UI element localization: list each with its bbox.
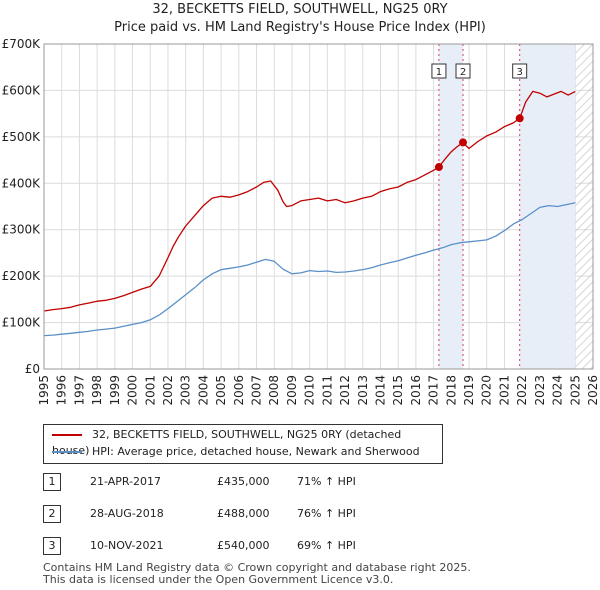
y-tick-label: £100K (2, 316, 42, 330)
legend: 32, BECKETTS FIELD, SOUTHWELL, NG25 0RY … (43, 424, 443, 464)
sale-marker-label: 1 (436, 67, 442, 78)
x-tick-label: 2005 (214, 375, 228, 406)
sale-number-badge: 2 (43, 505, 61, 523)
forecast-hatch (575, 44, 593, 369)
x-tick-label: 2009 (285, 375, 299, 406)
y-tick-label: £200K (2, 269, 42, 283)
property-price-line (43, 90, 576, 312)
sale-point (515, 114, 524, 123)
x-tick-label: 2014 (373, 375, 387, 406)
sale-hpi-diff: 69% ↑ HPI (297, 539, 356, 552)
hpi-line (43, 202, 576, 337)
x-tick-label: 2015 (391, 375, 405, 406)
x-tick-label: 1996 (55, 375, 69, 406)
x-tick-label: 2003 (179, 375, 193, 406)
footer-licence: This data is licensed under the Open Gov… (43, 573, 394, 586)
x-tick-label: 2023 (533, 375, 547, 406)
marker-layer: 1 2 3 (431, 63, 528, 172)
x-tick-label: 1995 (37, 375, 51, 406)
sale-date: 28-AUG-2018 (90, 507, 164, 520)
x-tick-label: 2008 (267, 375, 281, 406)
legend-property-label: 32, BECKETTS FIELD, SOUTHWELL, NG25 0RY … (52, 428, 402, 457)
x-tick-label: 2010 (303, 375, 317, 406)
legend-hpi-label: HPI: Average price, detached house, Newa… (92, 445, 420, 458)
chart-title-line1: 32, BECKETTS FIELD, SOUTHWELL, NG25 0RY (152, 2, 448, 17)
x-tick-label: 1998 (90, 375, 104, 406)
sale-date: 10-NOV-2021 (90, 539, 164, 552)
legend-item-property: 32, BECKETTS FIELD, SOUTHWELL, NG25 0RY … (52, 427, 442, 457)
y-tick-label: £0 (25, 362, 40, 376)
x-tick-label: 1997 (72, 375, 86, 406)
x-tick-label: 2026 (586, 375, 600, 406)
price-chart: 1 2 3 £0 £100K £200K £300K £400K £500K £600K £700… (2, 37, 600, 406)
sale-marker-badge (455, 63, 471, 79)
sale-marker-label: 3 (516, 67, 522, 78)
sale-number-badge: 3 (43, 537, 61, 555)
sale-number-badge: 1 (43, 473, 61, 491)
sale-date: 21-APR-2017 (90, 475, 162, 488)
x-tick-label: 2016 (409, 375, 423, 406)
y-tick-label: £600K (2, 83, 42, 97)
x-tick-label: 2017 (427, 375, 441, 406)
x-tick-label: 2001 (143, 375, 157, 406)
y-tick-label: £700K (2, 37, 42, 51)
y-tick-label: £400K (2, 176, 42, 190)
footer-copyright: Contains HM Land Registry data © Crown c… (43, 561, 471, 574)
sale-hpi-diff: 71% ↑ HPI (297, 475, 356, 488)
x-tick-label: 2021 (497, 375, 511, 406)
sale-marker-badge (512, 63, 528, 79)
x-tick-label: 2004 (196, 375, 210, 406)
y-tick-label: £300K (2, 223, 42, 237)
sale-marker-badge (431, 63, 447, 79)
axis-layer: £0 £100K £200K £300K £400K £500K £600K £700K 199… (2, 37, 600, 406)
y-tick-label: £500K (2, 130, 42, 144)
legend-item-hpi: HPI: Average price, detached house, Newa… (52, 444, 420, 460)
sale-price: £488,000 (217, 507, 270, 520)
x-tick-label: 2002 (161, 375, 175, 406)
x-tick-label: 2011 (320, 375, 334, 406)
sale-price: £540,000 (217, 539, 270, 552)
x-tick-label: 2020 (480, 375, 494, 406)
x-tick-label: 2000 (126, 375, 140, 406)
x-tick-label: 2022 (515, 375, 529, 406)
legend-hpi-swatch (52, 451, 82, 453)
sale-point (459, 138, 468, 147)
chart-title-line2: Price paid vs. HM Land Registry's House … (114, 20, 486, 35)
x-tick-label: 2019 (462, 375, 476, 406)
sale-price: £435,000 (217, 475, 270, 488)
grid-layer (43, 43, 594, 370)
x-tick-label: 2013 (356, 375, 370, 406)
plot-frame (43, 43, 594, 370)
sale-marker-label: 2 (460, 67, 466, 78)
shaded-period (438, 44, 464, 369)
sale-point (434, 163, 443, 172)
x-tick-label: 2025 (568, 375, 582, 406)
series-layer (43, 90, 576, 337)
x-tick-label: 2024 (551, 375, 565, 406)
x-tick-label: 2018 (444, 375, 458, 406)
x-tick-label: 2007 (250, 375, 264, 406)
x-tick-label: 1999 (108, 375, 122, 406)
sale-hpi-diff: 76% ↑ HPI (297, 507, 356, 520)
legend-property-swatch (52, 434, 82, 436)
plot-background (44, 44, 593, 369)
x-tick-label: 2006 (232, 375, 246, 406)
x-tick-label: 2012 (338, 375, 352, 406)
